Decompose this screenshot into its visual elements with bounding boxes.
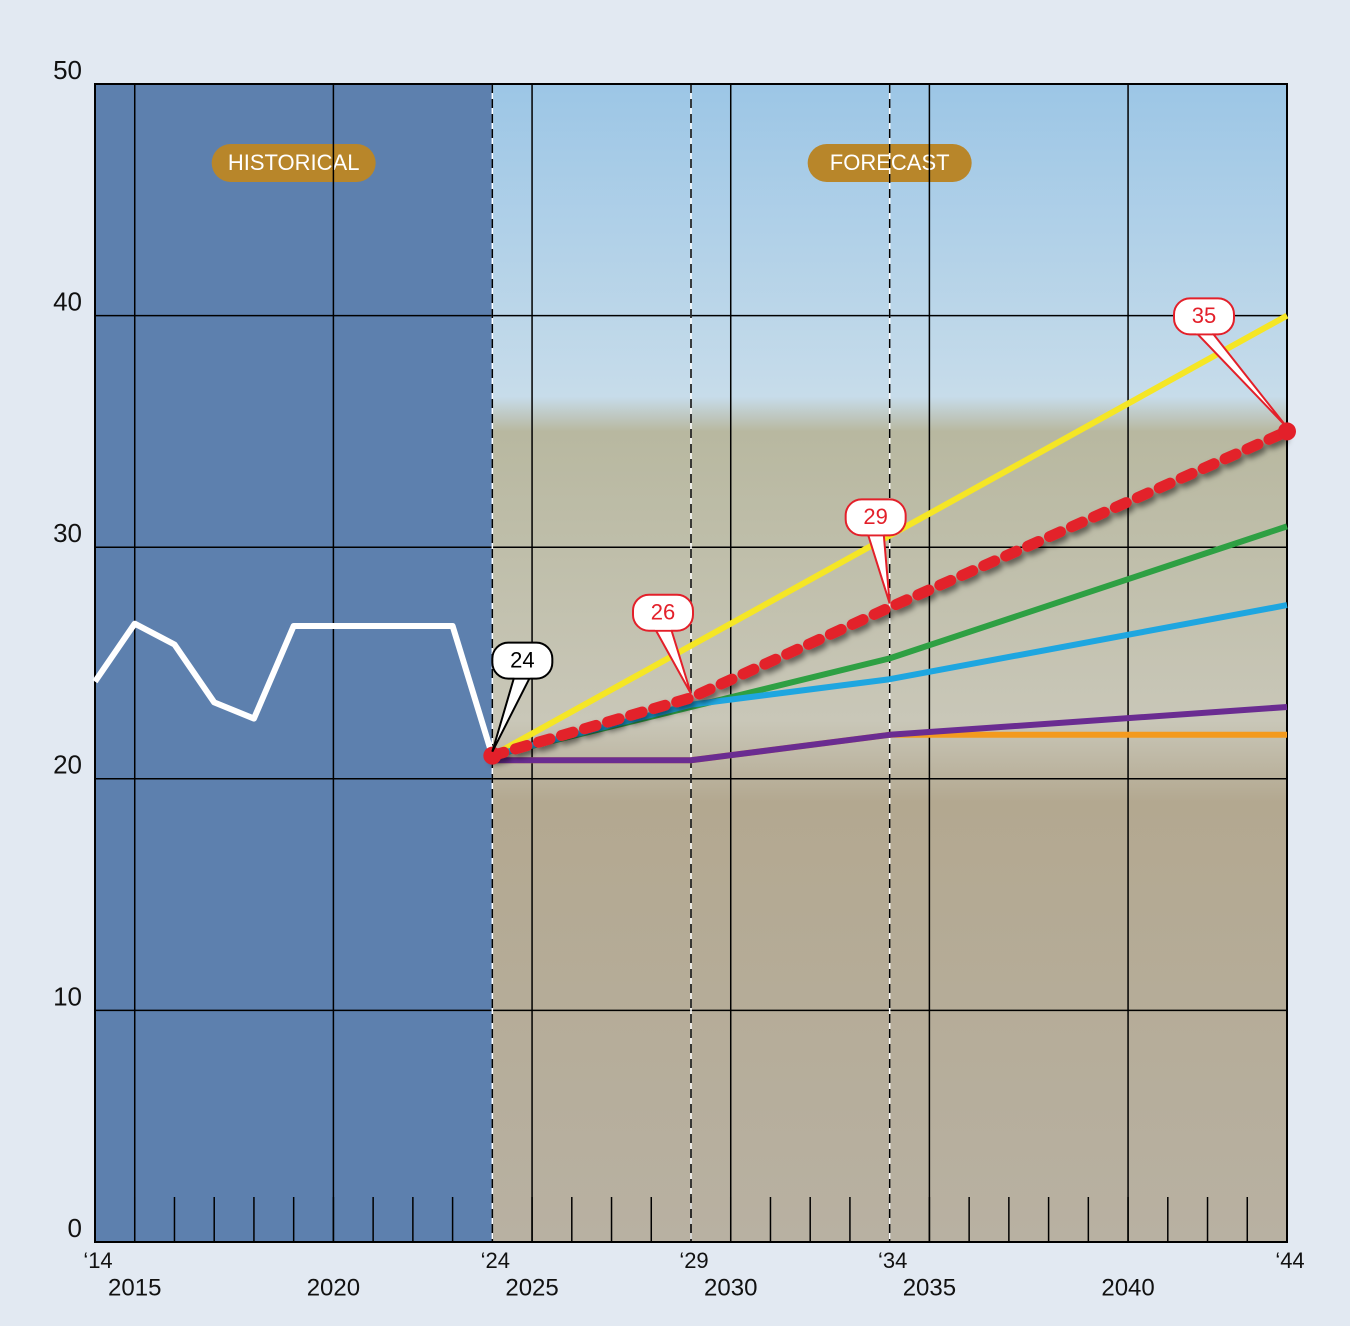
x-tick-label: 2020: [307, 1274, 360, 1301]
x-tick-label: 2025: [505, 1274, 558, 1301]
x-tick-label: 2040: [1101, 1274, 1154, 1301]
y-tick-label: 30: [53, 518, 82, 548]
callout-cover: [655, 627, 671, 630]
y-tick-label: 10: [53, 981, 82, 1011]
y-tick-label: 20: [53, 750, 82, 780]
x-tick-label: 2015: [108, 1274, 161, 1301]
region-label: HISTORICAL: [228, 150, 360, 175]
y-tick-label: 0: [68, 1213, 82, 1243]
callout-label: 29: [863, 504, 887, 529]
x-tick-label: 2035: [903, 1274, 956, 1301]
end-point: [1278, 422, 1296, 440]
chart: HISTORICALFORECAST0102030405020152020202…: [0, 0, 1350, 1326]
callout-cover: [868, 531, 884, 534]
period-tick-label: ‘44: [1275, 1248, 1304, 1273]
period-tick-label: ‘29: [679, 1248, 708, 1273]
region-background: [95, 84, 492, 1242]
callout-cover: [1196, 330, 1212, 333]
period-tick-label: ‘24: [481, 1248, 510, 1273]
y-tick-label: 40: [53, 286, 82, 316]
y-tick-label: 50: [53, 55, 82, 85]
callout-label: 35: [1192, 303, 1216, 328]
callout-cover: [514, 675, 530, 678]
callout-label: 26: [651, 600, 675, 625]
period-tick-label: ‘34: [878, 1248, 907, 1273]
callout-label: 24: [510, 647, 534, 672]
period-tick-label: ‘14: [83, 1248, 112, 1273]
x-tick-label: 2030: [704, 1274, 757, 1301]
